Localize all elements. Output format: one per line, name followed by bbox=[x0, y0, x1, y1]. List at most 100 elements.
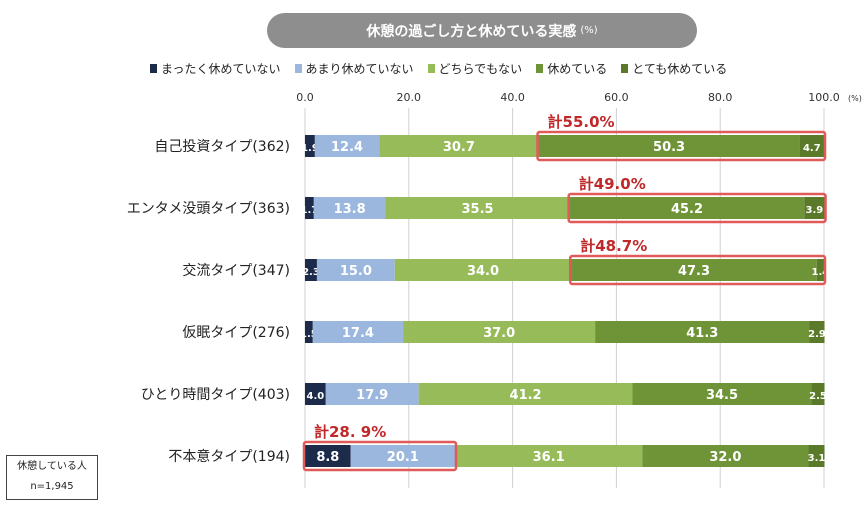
data-label-r2-s4: 1.4 bbox=[812, 267, 830, 278]
bar-r2-s0 bbox=[305, 259, 317, 281]
legend-item-3: どちらでもない bbox=[427, 60, 523, 77]
data-label-r2-s1: 15.0 bbox=[340, 264, 372, 279]
data-label-r3-s3: 41.3 bbox=[686, 326, 718, 341]
legend-item-4: 休めている bbox=[536, 60, 607, 77]
data-label-r2-s3: 47.3 bbox=[678, 264, 710, 279]
x-tick-label-2: 40.0 bbox=[500, 91, 525, 104]
bar-r3-s1 bbox=[312, 321, 404, 343]
data-label-r1-s4: 3.9 bbox=[806, 205, 824, 216]
x-tick-label-3: 60.0 bbox=[604, 91, 629, 104]
bar-r1-s4 bbox=[804, 197, 825, 219]
data-label-r0-s1: 12.4 bbox=[331, 140, 363, 155]
bar-r0-s4 bbox=[799, 135, 824, 157]
bar-r5-s3 bbox=[642, 445, 809, 467]
legend-item-2: あまり休めていない bbox=[294, 60, 414, 77]
x-tick-label-1: 20.0 bbox=[397, 91, 422, 104]
data-label-r5-s0: 8.8 bbox=[316, 450, 339, 465]
highlight-box-0 bbox=[536, 130, 827, 162]
legend-label-1: まったく休めていない bbox=[161, 62, 281, 76]
bar-r4-s1 bbox=[325, 383, 419, 405]
bar-r4-s0 bbox=[305, 383, 326, 405]
total-label-0: 計55.0% bbox=[548, 113, 615, 131]
chart-title: 休憩の過ごし方と休めている実感 (%) bbox=[267, 13, 697, 48]
bar-r5-s4 bbox=[808, 445, 825, 467]
bar-r2-s3 bbox=[571, 259, 817, 281]
legend-swatch-3 bbox=[427, 64, 435, 73]
bar-r5-s0 bbox=[305, 445, 351, 467]
legend-item-5: とても休めている bbox=[621, 60, 727, 77]
legend: まったく休めていない あまり休めていない どちらでもない 休めている とても休め… bbox=[150, 60, 727, 77]
bar-r0-s3 bbox=[538, 135, 800, 157]
x-tick-label-0: 0.0 bbox=[296, 91, 314, 104]
data-label-r3-s1: 17.4 bbox=[342, 326, 374, 341]
x-axis-unit: (%) bbox=[848, 94, 862, 103]
sample-note-n: n=1,945 bbox=[30, 481, 74, 492]
highlight-box-2 bbox=[568, 254, 827, 286]
bar-r3-s3 bbox=[595, 321, 810, 343]
x-tick-label-5: 100.0 bbox=[808, 91, 840, 104]
data-label-r4-s2: 41.2 bbox=[510, 388, 542, 403]
legend-swatch-4 bbox=[536, 64, 544, 73]
legend-item-1: まったく休めていない bbox=[150, 60, 281, 77]
data-label-r4-s4: 2.5 bbox=[809, 391, 827, 402]
bar-r1-s0 bbox=[305, 197, 314, 219]
data-label-r0-s4: 4.7 bbox=[803, 143, 821, 154]
total-label-3: 計28. 9% bbox=[314, 423, 386, 441]
bar-r2-s1 bbox=[316, 259, 395, 281]
bar-r1-s3 bbox=[569, 197, 805, 219]
total-label-1: 計49.0% bbox=[579, 175, 646, 193]
bar-r1-s1 bbox=[313, 197, 386, 219]
bar-r2-s4 bbox=[816, 259, 824, 281]
highlight-box-3 bbox=[302, 440, 458, 472]
data-label-r0-s3: 50.3 bbox=[653, 140, 685, 155]
bar-r0-s2 bbox=[379, 135, 539, 157]
legend-swatch-2 bbox=[294, 64, 302, 73]
bar-r2-s2 bbox=[394, 259, 572, 281]
data-label-r3-s4: 2.9 bbox=[808, 329, 826, 340]
x-tick-label-4: 80.0 bbox=[708, 91, 733, 104]
legend-label-2: あまり休めていない bbox=[305, 62, 414, 76]
data-label-r1-s2: 35.5 bbox=[462, 202, 494, 217]
data-label-r4-s0: 4.0 bbox=[307, 391, 325, 402]
data-label-r3-s2: 37.0 bbox=[483, 326, 515, 341]
data-label-r5-s1: 20.1 bbox=[387, 450, 419, 465]
bar-r4-s3 bbox=[632, 383, 812, 405]
bar-r4-s4 bbox=[811, 383, 825, 405]
data-label-r2-s2: 34.0 bbox=[467, 264, 499, 279]
bar-r0-s0 bbox=[305, 135, 315, 157]
legend-swatch-5 bbox=[621, 64, 629, 73]
data-label-r4-s3: 34.5 bbox=[706, 388, 738, 403]
category-label-2: 交流タイプ(347) bbox=[182, 262, 290, 279]
data-label-r4-s1: 17.9 bbox=[356, 388, 388, 403]
data-label-r5-s4: 3.1 bbox=[808, 453, 826, 464]
legend-label-5: とても休めている bbox=[632, 62, 728, 76]
sample-note: 休憩している人 n=1,945 bbox=[6, 455, 98, 500]
legend-label-4: 休めている bbox=[547, 62, 608, 76]
category-label-4: ひとり時間タイプ(403) bbox=[141, 387, 290, 403]
bar-r5-s1 bbox=[350, 445, 455, 467]
data-label-r5-s3: 32.0 bbox=[709, 450, 741, 465]
chart-title-text: 休憩の過ごし方と休めている実感 bbox=[366, 23, 577, 40]
legend-swatch-1 bbox=[150, 64, 157, 73]
data-label-r0-s0: 1.9 bbox=[301, 143, 319, 154]
bar-r5-s2 bbox=[454, 445, 643, 467]
bar-r4-s2 bbox=[418, 383, 633, 405]
data-label-r2-s0: 2.3 bbox=[302, 267, 320, 278]
chart-title-unit: (%) bbox=[580, 25, 598, 36]
data-label-r1-s1: 13.8 bbox=[334, 202, 366, 217]
bar-r3-s2 bbox=[403, 321, 596, 343]
data-label-r1-s3: 45.2 bbox=[671, 202, 703, 217]
bar-r3-s0 bbox=[305, 321, 313, 343]
category-label-1: エンタメ没頭タイプ(363) bbox=[127, 201, 290, 217]
bar-r3-s4 bbox=[809, 321, 825, 343]
highlight-box-1 bbox=[567, 192, 827, 224]
bar-r0-s1 bbox=[314, 135, 380, 157]
sample-note-label: 休憩している人 bbox=[17, 461, 87, 472]
category-label-3: 仮眠タイプ(276) bbox=[182, 325, 290, 341]
legend-label-3: どちらでもない bbox=[438, 62, 523, 76]
data-label-r3-s0: 1.5 bbox=[300, 329, 318, 340]
category-label-0: 自己投資タイプ(362) bbox=[154, 139, 290, 155]
data-label-r1-s0: 1.7 bbox=[301, 205, 319, 216]
category-label-5: 不本意タイプ(194) bbox=[168, 448, 290, 465]
